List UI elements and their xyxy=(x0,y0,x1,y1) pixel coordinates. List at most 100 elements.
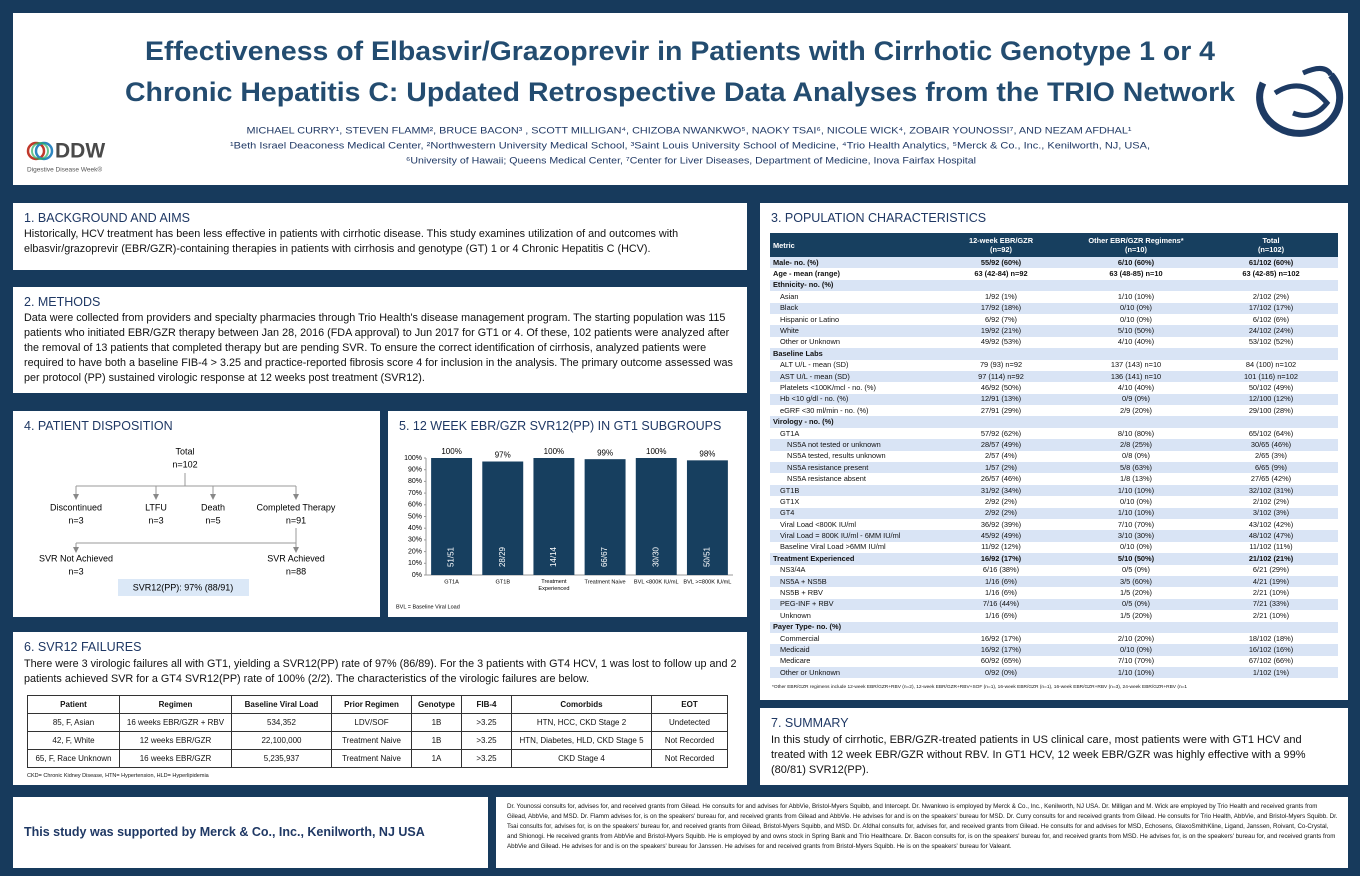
table-cell: 29/100 (28%) xyxy=(1248,405,1294,415)
table-cell: Ethnicity- no. (%) xyxy=(773,280,834,290)
header-text: Metric xyxy=(773,240,795,250)
bar-inner-label: 28/29 xyxy=(498,546,507,567)
table-cell: 11/92 (12%) xyxy=(981,542,1021,552)
table-cell: 32/102 (31%) xyxy=(1248,485,1294,495)
table-cell: >3.25 xyxy=(461,713,512,732)
table-cell: 24/102 (24%) xyxy=(1248,326,1294,336)
y-tick-label: 10% xyxy=(408,560,422,567)
bar xyxy=(533,458,575,575)
bar xyxy=(686,460,728,575)
table-cell: 5/10 (50%) xyxy=(1117,553,1155,563)
y-tick-label: 40% xyxy=(408,525,422,532)
bar xyxy=(431,458,473,575)
table-cell: 2/21 (10%) xyxy=(1252,610,1290,620)
table-cell: 5/10 (50%) xyxy=(1117,326,1155,336)
section-text: Historically, HCV treatment has been les… xyxy=(24,228,679,255)
table-cell: 4/21 (19%) xyxy=(1252,576,1290,586)
table-row: 42, F, White 12 weeks EBR/GZR 22,100,000 Tr… xyxy=(27,731,728,750)
table-row: GT1A 57/92 (62%) 8/10 (80%) 65/102 (64%) xyxy=(770,427,1338,440)
table-cell: 42, F, White xyxy=(27,731,120,750)
table-cell: 3/102 (3%) xyxy=(1252,508,1290,518)
table-cell: 3/10 (30%) xyxy=(1117,531,1155,541)
y-tick-label: 70% xyxy=(408,490,422,497)
table-cell: >3.25 xyxy=(461,731,512,750)
table-cell: GT4 xyxy=(780,508,795,518)
table-cell: 1/16 (6%) xyxy=(984,576,1018,586)
table-cell: 6/65 (9%) xyxy=(1254,462,1288,472)
table-cell: 6/21 (29%) xyxy=(1252,565,1290,575)
table-cell: 2/21 (10%) xyxy=(1252,588,1290,598)
section-methods: 2. METHODS Data were collected from prov… xyxy=(13,287,747,393)
table-cell: 8/10 (80%) xyxy=(1117,428,1155,438)
table-cell: PEG-INF + RBV xyxy=(780,599,834,609)
table-cell: 65, F, Race Unknown xyxy=(27,749,120,768)
table-cell: 27/65 (42%) xyxy=(1250,474,1292,484)
table-cell: 5,235,937 xyxy=(231,749,332,768)
table-cell: 67/102 (66%) xyxy=(1248,656,1294,666)
header-cell: EOT xyxy=(651,695,728,714)
ddw-logo: DDW Digestive Disease Week® xyxy=(26,140,105,174)
table-cell: 12 weeks EBR/GZR xyxy=(119,731,232,750)
header-cell: Prior Regimen xyxy=(331,695,412,714)
table-cell: 1A xyxy=(411,749,462,768)
table-cell: Not Recorded xyxy=(651,749,728,768)
table-cell: GT1A xyxy=(780,428,800,438)
table-cell: 27/91 (29%) xyxy=(980,405,1022,415)
header-text: Other EBR/GZR Regimens* xyxy=(1088,236,1184,245)
header-cell: Patient xyxy=(27,695,120,714)
table-cell: 101 (116) n=102 xyxy=(1244,371,1298,381)
table-row: AST U/L - mean (SD) 97 (114) n=92 136 (141… xyxy=(770,370,1338,383)
disposition-diagram: SVR12(PP): 97% (88/91) Total n=102 Discont… xyxy=(39,446,336,596)
title-line: Chronic Hepatitis C: Updated Retrospecti… xyxy=(125,77,1236,107)
table-cell: >3.25 xyxy=(461,749,512,768)
table-cell: 17/92 (18%) xyxy=(980,303,1022,313)
header-row: Patient Regimen Baseline Viral Load Prior R… xyxy=(27,695,728,714)
y-tick-label: 0% xyxy=(412,572,422,579)
table-cell: 16/102 (16%) xyxy=(1248,644,1294,654)
table-row: Other or Unknown 0/92 (0%) 1/10 (10%) 1/102… xyxy=(770,667,1338,679)
table-cell: 1/10 (10%) xyxy=(1117,667,1155,677)
table-cell: 53/102 (52%) xyxy=(1248,337,1294,347)
x-tick-label: Treatment Naive xyxy=(585,579,626,585)
table-cell: NS5A not tested or unknown xyxy=(787,439,881,449)
table-cell: Male- no. (%) xyxy=(773,257,819,267)
table-cell: 1B xyxy=(411,713,462,732)
table-cell: 85, F, Asian xyxy=(27,713,120,732)
header-cell: Other EBR/GZR Regimens* (n=10) xyxy=(1068,233,1204,257)
section-heading: 3. POPULATION CHARACTERISTICS xyxy=(771,211,987,225)
table-cell: 57/92 (62%) xyxy=(980,428,1022,438)
table-cell: HTN, HCC, CKD Stage 2 xyxy=(511,713,652,732)
table-row: Asian 1/92 (1%) 1/10 (10%) 2/102 (2%) xyxy=(770,291,1338,303)
value-label: 100% xyxy=(441,447,461,456)
table-cell: 1/102 (1%) xyxy=(1252,667,1290,677)
support-text: This study was supported by Merck & Co.,… xyxy=(24,825,425,839)
table-cell: 2/8 (25%) xyxy=(1119,439,1153,449)
header-cell: Genotype xyxy=(411,695,462,714)
node-label: Discontinued xyxy=(50,502,102,512)
node-label: SVR Not Achieved xyxy=(39,553,113,563)
table-cell: 1/16 (6%) xyxy=(984,588,1018,598)
section-heading: 1. BACKGROUND AND AIMS xyxy=(24,211,191,225)
header-text: (n=92) xyxy=(990,245,1012,254)
table-cell: 16 weeks EBR/GZR xyxy=(119,749,232,768)
table-cell: NS5A resistance present xyxy=(787,462,869,472)
affiliations: ¹Beth Israel Deaconess Medical Center, ²… xyxy=(230,141,1150,152)
header-cell: Metric xyxy=(770,233,934,257)
table-cell: 16/92 (17%) xyxy=(980,553,1022,563)
table-cell: 18/102 (18%) xyxy=(1248,633,1294,643)
disclosures-box: Dr. Younossi consults for, advises for, … xyxy=(496,797,1348,868)
table-cell: 1/16 (6%) xyxy=(984,610,1018,620)
table-cell: White xyxy=(780,326,799,336)
table-cell: NS3/4A xyxy=(780,565,806,575)
failures-table: Patient Regimen Baseline Viral Load Prior R… xyxy=(27,695,728,768)
value-label: 100% xyxy=(646,447,666,456)
table-cell: LDV/SOF xyxy=(331,713,412,732)
table-cell: Payer Type- no. (%) xyxy=(773,622,842,632)
value-label: 100% xyxy=(544,447,564,456)
table-cell: 46/92 (50%) xyxy=(980,382,1022,392)
table-cell: 16/92 (17%) xyxy=(980,633,1022,643)
table-row: Commercial 16/92 (17%) 2/10 (20%) 18/102 (1… xyxy=(770,632,1338,645)
table-cell: 2/92 (2%) xyxy=(984,508,1018,518)
summary-text: SVR12(PP): 97% (88/91) xyxy=(133,582,234,592)
